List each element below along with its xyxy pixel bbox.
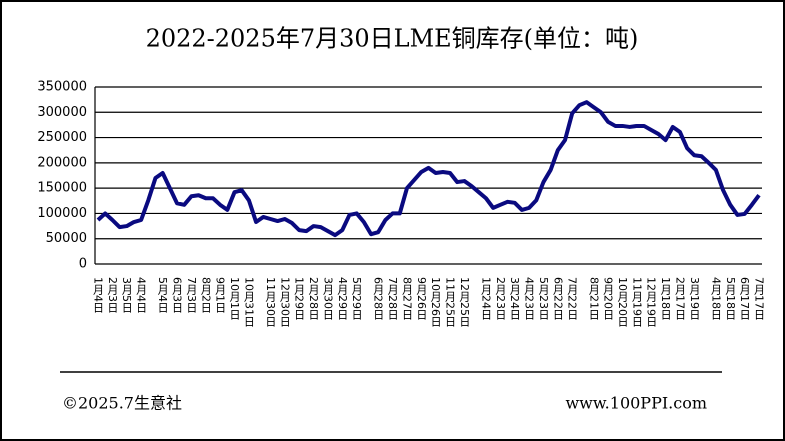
x-tick-label: 8月27日 bbox=[400, 277, 413, 320]
x-tick-label: 9月1日 bbox=[214, 277, 227, 313]
x-tick-label: 10月26日 bbox=[429, 277, 442, 327]
x-tick-label: 12月30日 bbox=[278, 277, 291, 327]
x-tick-label: 11月25日 bbox=[444, 277, 457, 327]
x-tick-label: 3月19日 bbox=[688, 277, 701, 320]
x-tick-label: 6月28日 bbox=[372, 277, 385, 320]
y-tick-label: 50000 bbox=[46, 231, 87, 246]
x-tick-label: 11月19日 bbox=[630, 277, 643, 327]
x-tick-label: 5月29日 bbox=[350, 277, 363, 320]
x-tick-label: 7月28日 bbox=[386, 277, 399, 320]
y-tick-label: 200000 bbox=[37, 155, 87, 170]
x-tick-label: 7月22日 bbox=[566, 277, 579, 320]
x-tick-label: 2月28日 bbox=[307, 277, 320, 320]
x-tick-label: 8月21日 bbox=[587, 277, 600, 320]
x-tick-label: 2月3日 bbox=[106, 277, 119, 313]
x-tick-label: 1月29日 bbox=[293, 277, 306, 320]
y-tick-label: 250000 bbox=[37, 130, 87, 145]
footer-left: ©2025.7生意社 bbox=[62, 394, 182, 413]
x-tick-label: 4月18日 bbox=[709, 277, 722, 320]
x-tick-label: 3月30日 bbox=[321, 277, 334, 320]
x-tick-label: 6月22日 bbox=[551, 277, 564, 320]
x-tick-label: 2月17日 bbox=[673, 277, 686, 320]
x-tick-label: 10月20日 bbox=[616, 277, 629, 327]
x-tick-label: 5月18日 bbox=[724, 277, 737, 320]
x-tick-label: 12月25日 bbox=[458, 277, 471, 327]
x-tick-label: 3月5日 bbox=[120, 277, 133, 313]
x-tick-label: 5月4日 bbox=[156, 277, 169, 313]
x-tick-label: 9月26日 bbox=[415, 277, 428, 320]
y-tick-label: 300000 bbox=[37, 105, 87, 120]
x-tick-label: 11月30日 bbox=[264, 277, 277, 327]
x-tick-label: 3月24日 bbox=[508, 277, 521, 320]
x-tick-label: 12月19日 bbox=[645, 277, 658, 327]
x-tick-label: 7月3日 bbox=[185, 277, 198, 313]
x-tick-label: 1月4日 bbox=[92, 277, 105, 313]
x-tick-label: 4月4日 bbox=[135, 277, 148, 313]
x-tick-label: 4月29日 bbox=[336, 277, 349, 320]
data-line bbox=[96, 100, 761, 238]
x-tick-label: 10月31日 bbox=[242, 277, 255, 327]
x-tick-label: 5月23日 bbox=[537, 277, 550, 320]
x-tick-label: 6月3日 bbox=[171, 277, 184, 313]
x-tick-label: 9月20日 bbox=[602, 277, 615, 320]
x-tick-label: 10月1日 bbox=[228, 277, 241, 320]
y-tick-label: 150000 bbox=[37, 181, 87, 196]
x-tick-label: 1月24日 bbox=[479, 277, 492, 320]
y-tick-label: 350000 bbox=[37, 80, 87, 95]
chart-title: 2022-2025年7月30日LME铜库存(单位：吨) bbox=[146, 25, 639, 53]
x-tick-label: 8月2日 bbox=[199, 277, 212, 313]
x-tick-label: 6月17日 bbox=[738, 277, 751, 320]
x-tick-label: 1月18日 bbox=[659, 277, 672, 320]
y-tick-label: 100000 bbox=[37, 206, 87, 221]
x-tick-label: 7月17日 bbox=[753, 277, 766, 320]
footer-right: www.100PPI.com bbox=[565, 394, 707, 413]
x-tick-label: 4月23日 bbox=[523, 277, 536, 320]
x-tick-label: 2月23日 bbox=[494, 277, 507, 320]
y-tick-label: 0 bbox=[79, 257, 87, 272]
